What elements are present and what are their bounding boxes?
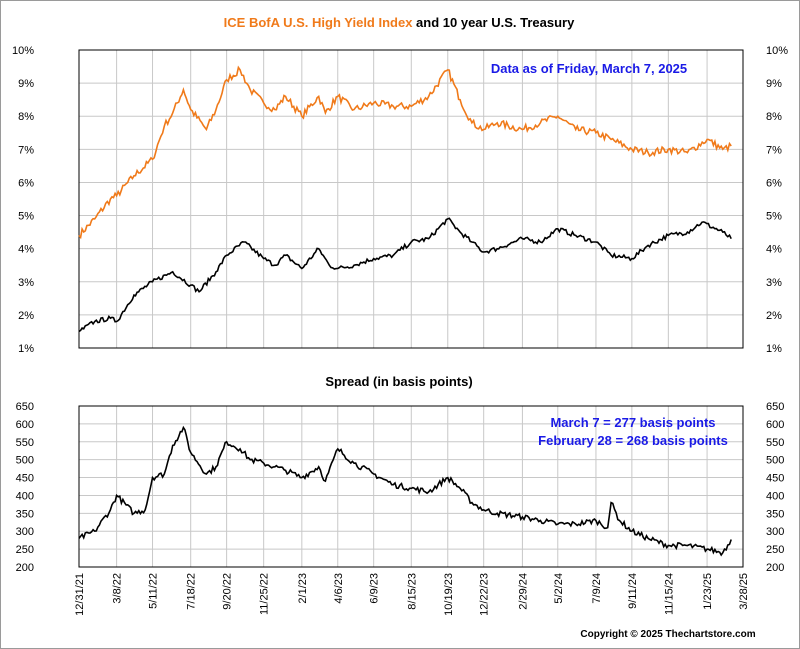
x-tick-label: 3/28/25 [738,573,750,610]
bottom-y-ticks: 200 200 250 250 300 300 350 350 400 400 450 450 500 5… [16,401,785,574]
x-tick-label: 12/31/21 [74,573,86,616]
treasury-series-line [78,217,732,333]
bottom-y-tick-right: 450 [766,473,784,485]
top-chart-title: ICE BofA U.S. High Yield Index and 10 ye… [224,15,575,30]
bottom-plot-border [78,405,744,568]
bottom-y-tick-left: 250 [16,544,34,556]
high-yield-series-line [78,65,732,240]
top-title-high-yield: ICE BofA U.S. High Yield Index [224,15,414,30]
bottom-y-tick-left: 400 [16,490,34,502]
top-title-treasury: and 10 year U.S. Treasury [412,15,575,30]
spread-note-previous: February 28 = 268 basis points [538,433,728,448]
top-grid [78,49,744,349]
spread-series-line [78,425,732,557]
top-y-tick-right: 3% [766,277,782,289]
bottom-y-tick-left: 650 [16,401,34,413]
x-tick-label: 1/23/25 [702,573,714,610]
x-tick-label: 3/8/22 [112,573,124,604]
top-y-tick-right: 2% [766,310,782,322]
bottom-y-tick-right: 650 [766,401,784,413]
bottom-y-tick-right: 200 [766,562,784,574]
bottom-y-tick-left: 550 [16,437,34,449]
bottom-y-tick-left: 500 [16,455,34,467]
top-y-ticks: 1% 1% 2% 2% 3% 3% 4% 4% 5% 5% 6% 6% 7% 7% 8% 8% 9% 9% 10% 1… [12,45,788,355]
x-tick-label: 9/20/22 [222,573,234,610]
top-plot-border [78,49,744,349]
top-y-tick-left: 6% [18,177,34,189]
bottom-y-tick-right: 300 [766,526,784,538]
top-y-tick-right: 8% [766,111,782,123]
top-y-tick-right: 5% [766,211,782,223]
bottom-y-tick-left: 300 [16,526,34,538]
bottom-chart-title: Spread (in basis points) [325,374,472,389]
x-tick-label: 10/19/23 [443,573,455,616]
x-tick-label: 5/11/22 [148,573,160,609]
bottom-y-tick-left: 200 [16,562,34,574]
bottom-y-tick-right: 350 [766,508,784,520]
top-y-tick-left: 2% [18,310,34,322]
top-y-tick-right: 9% [766,78,782,90]
x-axis-ticks: 12/31/21 3/8/22 5/11/22 7/18/22 9/20/22 11/25… [74,573,750,616]
bottom-y-tick-right: 250 [766,544,784,556]
x-tick-label: 5/2/24 [553,573,565,604]
bottom-y-tick-left: 350 [16,508,34,520]
x-tick-label: 2/1/23 [297,573,309,604]
x-tick-label: 12/22/23 [479,573,491,616]
x-tick-label: 8/15/23 [406,573,418,610]
bottom-grid [78,405,744,568]
x-tick-label: 9/11/24 [627,573,639,609]
copyright-text: Copyright © 2025 Thechartstore.com [580,629,755,640]
bottom-y-tick-right: 400 [766,490,784,502]
top-y-tick-right: 4% [766,244,782,256]
x-tick-label: 11/25/22 [259,573,271,615]
x-tick-label: 7/9/24 [591,573,603,604]
top-y-tick-left: 9% [18,78,34,90]
top-y-tick-right: 6% [766,177,782,189]
x-tick-label: 7/18/22 [186,573,198,610]
bottom-y-tick-right: 500 [766,455,784,467]
top-y-tick-left: 5% [18,211,34,223]
top-y-tick-left: 3% [18,277,34,289]
top-y-tick-right: 1% [766,343,782,355]
x-tick-label: 6/9/23 [369,573,381,604]
top-y-tick-left: 1% [18,343,34,355]
bottom-y-tick-left: 600 [16,419,34,431]
x-tick-label: 11/15/24 [663,573,675,615]
top-y-tick-right: 10% [766,45,788,57]
top-y-tick-left: 8% [18,111,34,123]
bottom-y-tick-right: 550 [766,437,784,449]
top-y-tick-right: 7% [766,144,782,156]
top-y-tick-left: 10% [12,45,34,57]
top-y-tick-left: 4% [18,244,34,256]
bottom-y-tick-right: 600 [766,419,784,431]
data-date-note: Data as of Friday, March 7, 2025 [491,61,687,76]
x-tick-label: 2/29/24 [517,573,529,610]
x-tick-label: 4/6/23 [333,573,345,604]
spread-note-current: March 7 = 277 basis points [550,415,715,430]
bottom-y-tick-left: 450 [16,473,34,485]
top-y-tick-left: 7% [18,144,34,156]
